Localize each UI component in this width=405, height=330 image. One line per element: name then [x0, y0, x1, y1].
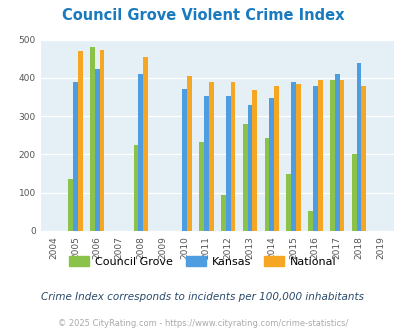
- Bar: [360, 85, 365, 231]
- Text: Council Grove Violent Crime Index: Council Grove Violent Crime Index: [62, 8, 343, 23]
- Bar: [182, 89, 186, 231]
- Bar: [242, 124, 247, 231]
- Bar: [133, 145, 138, 231]
- Bar: [307, 211, 312, 231]
- Bar: [351, 154, 356, 231]
- Bar: [334, 74, 339, 231]
- Bar: [230, 82, 235, 231]
- Bar: [252, 90, 256, 231]
- Bar: [208, 82, 213, 231]
- Bar: [143, 57, 148, 231]
- Bar: [95, 69, 100, 231]
- Bar: [269, 98, 273, 231]
- Bar: [220, 195, 225, 231]
- Bar: [329, 80, 334, 231]
- Bar: [225, 96, 230, 231]
- Bar: [100, 50, 104, 231]
- Bar: [286, 174, 290, 231]
- Bar: [317, 80, 322, 231]
- Bar: [186, 76, 191, 231]
- Bar: [264, 138, 269, 231]
- Bar: [68, 179, 73, 231]
- Bar: [78, 51, 83, 231]
- Bar: [290, 82, 295, 231]
- Bar: [312, 85, 317, 231]
- Bar: [356, 63, 360, 231]
- Bar: [273, 86, 278, 231]
- Bar: [90, 47, 95, 231]
- Bar: [295, 83, 300, 231]
- Legend: Council Grove, Kansas, National: Council Grove, Kansas, National: [65, 251, 340, 271]
- Bar: [203, 96, 208, 231]
- Bar: [73, 82, 78, 231]
- Bar: [339, 80, 343, 231]
- Bar: [198, 142, 203, 231]
- Text: © 2025 CityRating.com - https://www.cityrating.com/crime-statistics/: © 2025 CityRating.com - https://www.city…: [58, 319, 347, 328]
- Bar: [247, 106, 252, 231]
- Text: Crime Index corresponds to incidents per 100,000 inhabitants: Crime Index corresponds to incidents per…: [41, 292, 364, 302]
- Bar: [138, 74, 143, 231]
